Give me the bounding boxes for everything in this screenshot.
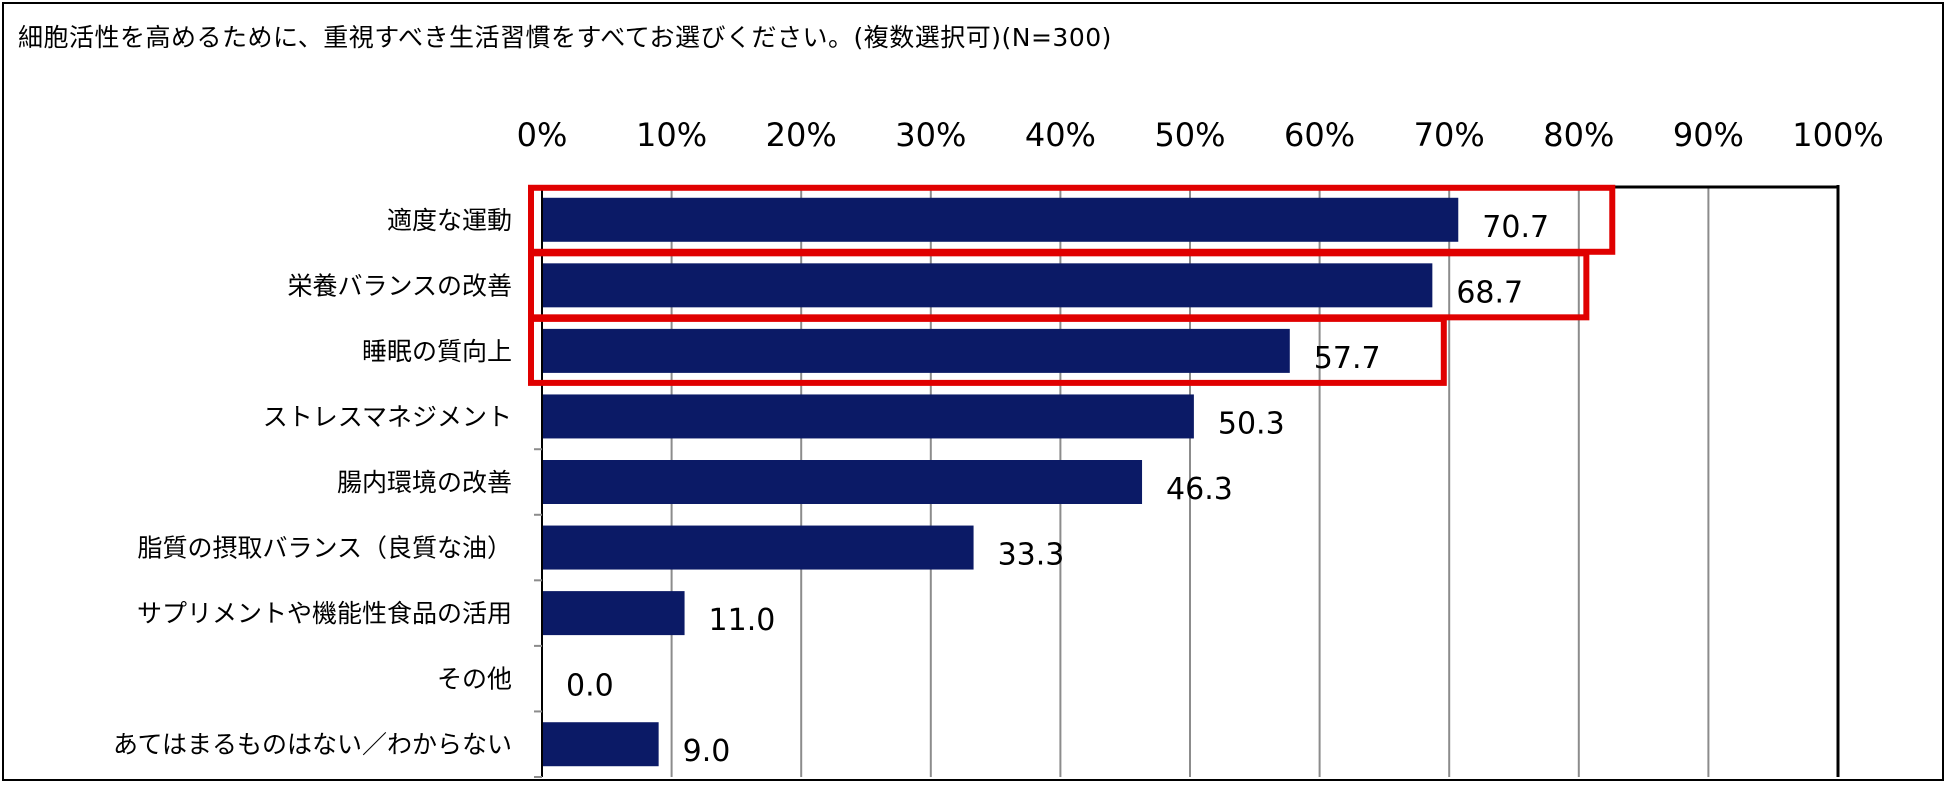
bar bbox=[543, 525, 974, 570]
x-tick-label: 40% bbox=[1025, 116, 1096, 154]
data-label: 57.7 bbox=[1314, 341, 1381, 376]
data-label: 68.7 bbox=[1456, 275, 1523, 310]
bar bbox=[543, 722, 659, 767]
category-label: 栄養バランスの改善 bbox=[287, 271, 512, 300]
x-tick-label: 20% bbox=[766, 116, 837, 154]
category-label: 睡眠の質向上 bbox=[362, 337, 512, 366]
data-label: 0.0 bbox=[566, 669, 614, 704]
chart-title: 細胞活性を高めるために、重視すべき生活習慣をすべてお選びください。(複数選択可)… bbox=[18, 23, 1112, 52]
category-label: あてはまるものはない／わからない bbox=[113, 730, 512, 759]
x-tick-label: 70% bbox=[1414, 116, 1485, 154]
data-label: 70.7 bbox=[1482, 210, 1549, 245]
x-tick-label: 0% bbox=[517, 116, 568, 154]
category-label: サプリメントや機能性食品の活用 bbox=[137, 599, 512, 628]
category-label: 脂質の摂取バランス（良質な油） bbox=[137, 534, 512, 563]
bar bbox=[543, 460, 1143, 504]
x-tick-label: 90% bbox=[1673, 116, 1744, 154]
x-tick-label: 60% bbox=[1284, 116, 1355, 154]
bar bbox=[543, 197, 1459, 242]
data-label: 33.3 bbox=[998, 538, 1065, 573]
bar bbox=[543, 394, 1194, 439]
x-tick-label: 80% bbox=[1543, 116, 1614, 154]
data-label: 46.3 bbox=[1166, 472, 1233, 507]
category-label: 腸内環境の改善 bbox=[337, 468, 512, 497]
x-tick-label: 10% bbox=[636, 116, 707, 154]
bar bbox=[543, 591, 685, 636]
data-label: 50.3 bbox=[1218, 406, 1285, 441]
bar bbox=[543, 328, 1290, 373]
category-label: その他 bbox=[437, 665, 512, 694]
x-tick-label: 30% bbox=[895, 116, 966, 154]
bar bbox=[543, 263, 1433, 308]
category-label: ストレスマネジメント bbox=[263, 402, 512, 431]
highlight-box bbox=[528, 315, 1447, 386]
category-label: 適度な運動 bbox=[387, 206, 512, 235]
data-label: 9.0 bbox=[683, 734, 731, 769]
x-tick-label: 100% bbox=[1792, 116, 1883, 154]
x-tick-label: 50% bbox=[1154, 116, 1225, 154]
data-label: 11.0 bbox=[709, 603, 776, 638]
